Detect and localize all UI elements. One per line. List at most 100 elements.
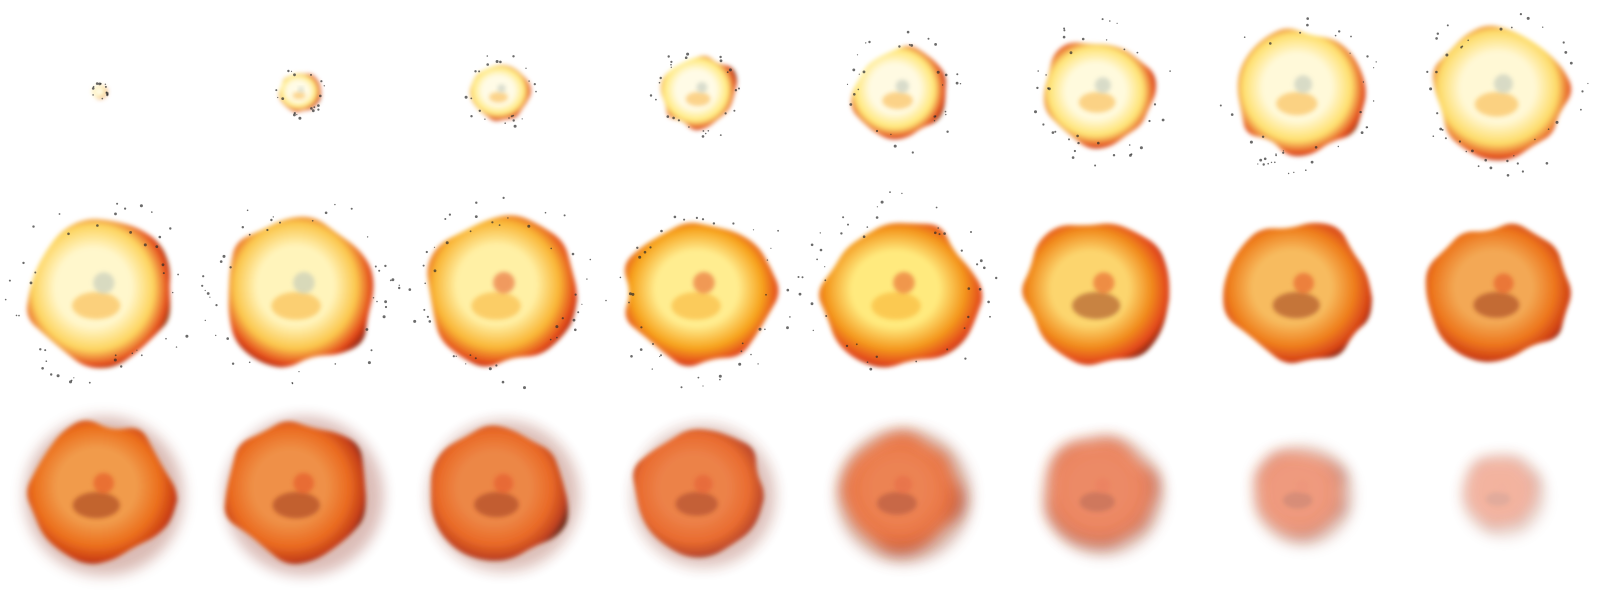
- debris-speck: [1054, 130, 1057, 133]
- debris-speck: [105, 91, 109, 95]
- debris-speck: [847, 223, 849, 226]
- debris-speck: [1372, 100, 1375, 102]
- debris-speck: [801, 276, 804, 279]
- debris-speck: [670, 63, 672, 66]
- debris-speck: [875, 129, 879, 133]
- core-highlight: [1293, 272, 1314, 294]
- debris-speck: [1506, 174, 1510, 177]
- debris-speck: [215, 334, 217, 337]
- debris-speck: [571, 252, 575, 256]
- debris-speck: [533, 83, 536, 86]
- debris-speck: [372, 297, 375, 299]
- debris-speck: [639, 348, 643, 351]
- core-highlight: [893, 271, 915, 294]
- debris-speck: [766, 259, 769, 261]
- core-highlight: [93, 272, 115, 294]
- debris-speck: [672, 116, 675, 120]
- debris-speck: [563, 214, 566, 217]
- debris-speck: [911, 151, 914, 154]
- debris-speck: [853, 93, 856, 96]
- inner-swirl: [72, 492, 120, 519]
- debris-speck: [1432, 135, 1435, 137]
- debris-speck: [810, 243, 814, 247]
- inner-swirl: [1079, 492, 1115, 512]
- debris-speck: [1441, 128, 1444, 131]
- inner-swirl: [1078, 92, 1116, 113]
- debris-speck: [1249, 140, 1253, 144]
- debris-speck: [1128, 144, 1131, 146]
- debris-speck: [628, 301, 630, 304]
- debris-speck: [140, 354, 143, 357]
- debris-speck: [398, 286, 401, 290]
- debris-speck: [172, 291, 174, 294]
- debris-speck: [1299, 31, 1302, 34]
- debris-speck: [474, 215, 478, 219]
- debris-speck: [933, 120, 936, 122]
- debris-speck: [1267, 162, 1269, 165]
- debris-speck: [967, 315, 970, 319]
- debris-speck: [707, 130, 710, 132]
- debris-speck: [697, 376, 700, 379]
- debris-speck: [1282, 151, 1285, 154]
- debris-speck: [1439, 127, 1443, 131]
- debris-speck: [32, 225, 35, 228]
- debris-speck: [702, 385, 704, 387]
- debris-speck: [712, 222, 716, 225]
- debris-speck: [1499, 27, 1503, 31]
- debris-speck: [789, 316, 791, 318]
- debris-speck: [1375, 61, 1377, 63]
- debris-speck: [649, 94, 653, 97]
- debris-speck: [398, 284, 400, 286]
- debris-speck: [636, 246, 639, 249]
- debris-speck: [1262, 163, 1265, 166]
- debris-speck: [660, 354, 662, 357]
- debris-speck: [310, 107, 313, 110]
- debris-speck: [73, 377, 75, 379]
- explosion-frame-10: [201, 203, 401, 385]
- debris-speck: [290, 70, 293, 72]
- debris-speck: [1306, 17, 1309, 20]
- debris-speck: [1036, 86, 1039, 90]
- debris-speck: [732, 222, 735, 225]
- debris-speck: [875, 216, 879, 219]
- debris-speck: [1471, 149, 1474, 153]
- debris-speck: [555, 325, 559, 329]
- debris-speck: [1334, 34, 1337, 37]
- debris-speck: [1077, 141, 1080, 145]
- debris-speck: [628, 292, 632, 296]
- debris-speck: [1542, 26, 1544, 28]
- debris-speck: [298, 116, 302, 120]
- debris-speck: [1112, 154, 1116, 157]
- debris-speck: [1310, 160, 1314, 164]
- explosion-frame-2: [275, 69, 325, 120]
- debris-speck: [391, 278, 395, 282]
- debris-speck: [365, 328, 369, 331]
- debris-speck: [1580, 108, 1582, 111]
- inner-swirl: [871, 292, 921, 320]
- debris-speck: [464, 95, 468, 99]
- debris-speck: [1338, 30, 1341, 33]
- debris-speck: [69, 380, 72, 384]
- debris-speck: [619, 276, 622, 279]
- debris-speck: [908, 43, 911, 46]
- debris-speck: [875, 355, 878, 358]
- debris-speck: [502, 196, 505, 199]
- debris-speck: [469, 354, 472, 356]
- debris-speck: [91, 87, 95, 90]
- debris-speck: [1521, 170, 1524, 173]
- debris-speck: [465, 363, 467, 365]
- core-highlight: [493, 271, 515, 294]
- debris-speck: [424, 282, 427, 285]
- debris-speck: [370, 349, 373, 352]
- debris-speck: [1366, 126, 1369, 128]
- debris-speck: [444, 218, 447, 220]
- debris-speck: [738, 362, 742, 366]
- debris-speck: [983, 266, 986, 270]
- debris-speck: [824, 266, 826, 268]
- debris-speck: [1349, 52, 1351, 54]
- debris-speck: [311, 220, 314, 222]
- debris-speck: [445, 241, 449, 245]
- debris-speck: [45, 360, 48, 363]
- debris-speck: [88, 381, 91, 384]
- debris-speck: [18, 314, 20, 317]
